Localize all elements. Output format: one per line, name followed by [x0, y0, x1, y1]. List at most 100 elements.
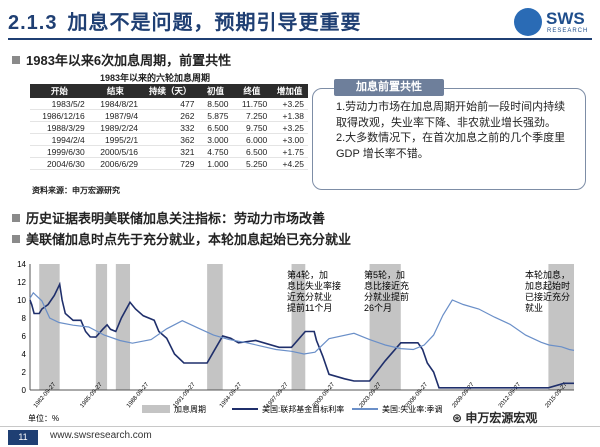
hike-period-band	[39, 264, 60, 390]
fed-funds-rate-line	[29, 281, 574, 389]
chart-annotation-line: 第5轮，加	[364, 269, 405, 280]
bullet-square-icon	[12, 56, 20, 64]
page-title: 2.1.3 加息不是问题，预期引导更重要	[8, 6, 361, 35]
y-unit-label: 单位：%	[28, 413, 59, 423]
table-cell: 6.500	[198, 121, 233, 134]
top-bullet: 1983年以来6次加息周期，前置共性	[12, 50, 231, 69]
table-cell: 2004/6/30	[30, 157, 89, 170]
table-cell: +3.25	[271, 98, 308, 110]
table-row: 1988/3/29 1989/2/24 332 6.500 9.750 +3.25	[30, 121, 308, 134]
table-cell: 1999/6/30	[30, 145, 89, 158]
table-cell: 477	[142, 98, 199, 110]
chart-annotation-line: 息比失业率接	[287, 280, 341, 291]
table-row: 1994/2/4 1995/2/1 362 3.000 6.000 +3.00	[30, 133, 308, 146]
mid-bullet-1-text: 历史证据表明美联储加息关注指标：劳动力市场改善	[26, 211, 326, 226]
mid-bullet-1: 历史证据表明美联储加息关注指标：劳动力市场改善	[12, 208, 325, 227]
table-cell: 1984/8/21	[88, 98, 143, 110]
chart-annotation-line: 第4轮，加	[287, 269, 328, 280]
table-cell: 262	[142, 109, 199, 122]
hike-period-band	[369, 264, 401, 390]
logo-text: SWS	[546, 9, 585, 28]
table-cell: 1988/3/29	[30, 121, 89, 134]
table-cell: 729	[142, 157, 199, 170]
table-header: 持续（天）	[142, 84, 199, 98]
hike-period-band	[95, 264, 108, 390]
callout-point-1: 1.劳动力市场在加息周期开始前一段时间内持续取得改观，失业率下降、非农就业增长强…	[336, 101, 566, 129]
table-row: 1986/12/16 1987/9/4 262 5.875 7.250 +1.38	[30, 109, 308, 122]
table-cell: +3.25	[271, 121, 308, 134]
legend-label: 加息周期	[174, 404, 206, 414]
chart-annotation-line: 26个月	[364, 303, 392, 313]
table-cell: 1986/12/16	[30, 109, 89, 122]
table-cell: 8.500	[198, 98, 233, 110]
legend-swatch-hike	[142, 405, 170, 413]
legend-label: 美国:失业率:季调	[382, 404, 442, 414]
chart-annotation-line: 就业	[525, 302, 543, 313]
table-cell: 5.875	[198, 109, 233, 122]
table-cell: 7.250	[232, 109, 272, 122]
hike-period-band	[548, 264, 574, 390]
table-cell: 1994/2/4	[30, 133, 89, 146]
hike-period-band	[207, 264, 223, 390]
table-cell: +1.75	[271, 145, 308, 158]
table-caption: 1983年以来的六轮加息周期	[100, 73, 211, 83]
legend-label: 美国:联邦基金目标利率	[262, 404, 344, 414]
y-tick-label: 8	[22, 314, 27, 323]
y-tick-label: 12	[17, 278, 26, 287]
callout-box	[312, 88, 586, 190]
watermark-text: 申万宏源宏观	[465, 411, 538, 425]
watermark-icon: ⊛	[452, 411, 466, 425]
watermark: ⊛ 申万宏源宏观	[452, 409, 537, 426]
hike-period-band	[291, 264, 306, 390]
hike-cycles-table: 开始 结束 持续（天） 初值 终值 增加值 1983/5/2 1984/8/21 4…	[30, 84, 308, 170]
table-cell: 1983/5/2	[30, 98, 89, 110]
logo-globe-icon	[514, 8, 542, 36]
table-cell: 1987/9/4	[88, 109, 143, 122]
table-header: 开始	[30, 84, 89, 98]
mid-bullet-2-text: 美联储加息时点先于充分就业，本轮加息起始已充分就业	[26, 232, 352, 247]
x-tick-label: 2009-09-27	[451, 381, 476, 409]
footer-divider	[0, 426, 600, 427]
table-cell: +4.25	[271, 157, 308, 170]
table-row: 2004/6/30 2006/6/29 729 1.000 5.250 +4.25	[30, 157, 308, 170]
callout-text: 1.劳动力市场在加息周期开始前一段时间内持续取得改观，失业率下降、非农就业增长强…	[336, 100, 576, 162]
chart-annotation-line: 提前11个月	[287, 302, 332, 313]
y-tick-label: 0	[22, 386, 27, 395]
table-cell: 9.750	[232, 121, 272, 134]
table-header: 结束	[88, 84, 143, 98]
table-row: 1999/6/30 2000/5/16 321 4.750 6.500 +1.75	[30, 145, 308, 158]
chart-annotation-line: 近充分就业	[287, 291, 332, 302]
header-divider	[8, 38, 592, 40]
footer-url[interactable]: www.swsresearch.com	[50, 430, 152, 441]
y-tick-label: 10	[17, 296, 26, 305]
y-tick-label: 2	[22, 368, 27, 377]
table-source: 资料来源：申万宏源研究	[32, 186, 120, 195]
x-tick-label: 2012-09-27	[498, 381, 523, 409]
table-cell: +3.00	[271, 133, 308, 146]
table-header: 初值	[198, 84, 233, 98]
table-cell: 2006/6/29	[88, 157, 143, 170]
logo-subtext: RESEARCH	[547, 28, 589, 34]
chart-annotation-line: 本轮加息，	[525, 269, 570, 280]
callout-tag: 加息前置共性	[334, 79, 444, 96]
chart-annotation-line: 息比接近充	[364, 280, 409, 291]
mid-bullet-2: 美联储加息时点先于充分就业，本轮加息起始已充分就业	[12, 229, 351, 248]
table-header: 终值	[232, 84, 272, 98]
table-cell: 332	[142, 121, 199, 134]
y-tick-label: 4	[22, 350, 27, 359]
bullet-square-icon	[12, 235, 20, 243]
unemployment-rate-line	[29, 291, 575, 355]
y-tick-label: 14	[17, 260, 26, 269]
table-cell: 11.750	[232, 98, 272, 110]
table-cell: 1995/2/1	[88, 133, 143, 146]
table-cell: 362	[142, 133, 199, 146]
chart-annotation-line: 加息起始时	[525, 280, 570, 291]
table-header: 增加值	[271, 84, 308, 98]
top-bullet-text: 1983年以来6次加息周期，前置共性	[26, 53, 232, 68]
chart-annotation-line: 已接近充分	[525, 291, 570, 302]
callout-point-2: 2.大多数情况下，在首次加息之前的几个季度里GDP 增长率不错。	[336, 132, 566, 160]
table-cell: 1989/2/24	[88, 121, 143, 134]
bullet-square-icon	[12, 214, 20, 222]
table-cell: 1.000	[198, 157, 233, 170]
